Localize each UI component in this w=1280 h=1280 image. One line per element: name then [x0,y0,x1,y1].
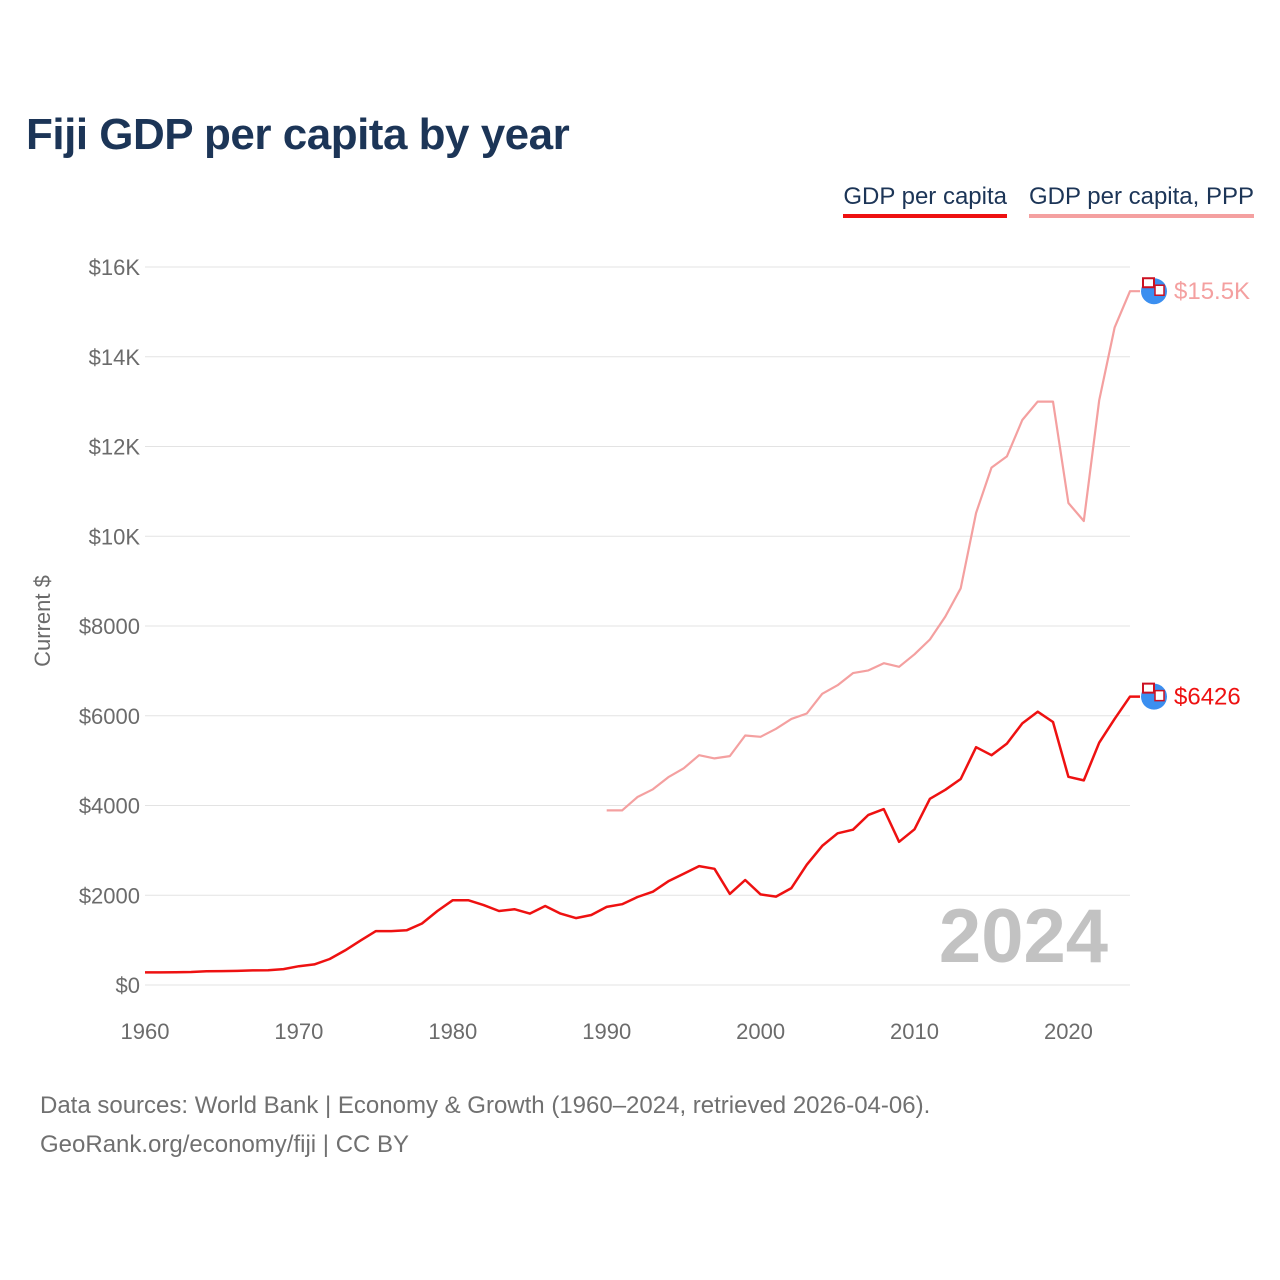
y-tick-label: $2000 [79,883,140,908]
source-line-2: GeoRank.org/economy/fiji | CC BY [40,1131,410,1158]
x-tick-label: 1960 [121,1019,170,1044]
x-tick-label: 2000 [736,1019,785,1044]
x-tick-label: 2010 [890,1019,939,1044]
x-tick-label: 1970 [274,1019,323,1044]
current-year-label: 2024 [939,894,1108,979]
y-tick-label: $8000 [79,614,140,639]
y-tick-label: $4000 [79,794,140,819]
flag-union-icon [1142,277,1155,289]
chart-title: Fiji GDP per capita by year [26,110,570,159]
flag-shield-icon [1154,284,1165,296]
y-tick-label: $6000 [79,704,140,729]
flag-union-icon [1142,682,1155,694]
gdp-per-capita-ppp-line [606,290,1140,812]
y-tick-label: $16K [89,255,141,280]
legend-gdp-per-capita[interactable]: GDP per capita [843,183,1007,218]
y-tick-label: $14K [89,345,141,370]
ppp-end-value-label: $15.5K [1174,278,1250,305]
y-tick-label: $0 [116,973,140,998]
y-axis-label: Current $ [30,575,55,667]
y-tick-label: $12K [89,435,141,460]
x-tick-label: 1990 [582,1019,631,1044]
y-tick-label: $10K [89,524,141,549]
gdp-end-value-label: $6426 [1174,684,1241,711]
source-note: Data sources: World Bank | Economy & Gro… [40,1086,930,1164]
x-tick-label: 1980 [428,1019,477,1044]
legend: GDP per capita GDP per capita, PPP [843,183,1254,218]
gdp-per-capita-line [145,695,1140,974]
x-tick-label: 2020 [1044,1019,1093,1044]
legend-gdp-per-capita-ppp[interactable]: GDP per capita, PPP [1029,183,1254,218]
source-line-1: Data sources: World Bank | Economy & Gro… [40,1092,931,1119]
flag-shield-icon [1154,689,1165,702]
